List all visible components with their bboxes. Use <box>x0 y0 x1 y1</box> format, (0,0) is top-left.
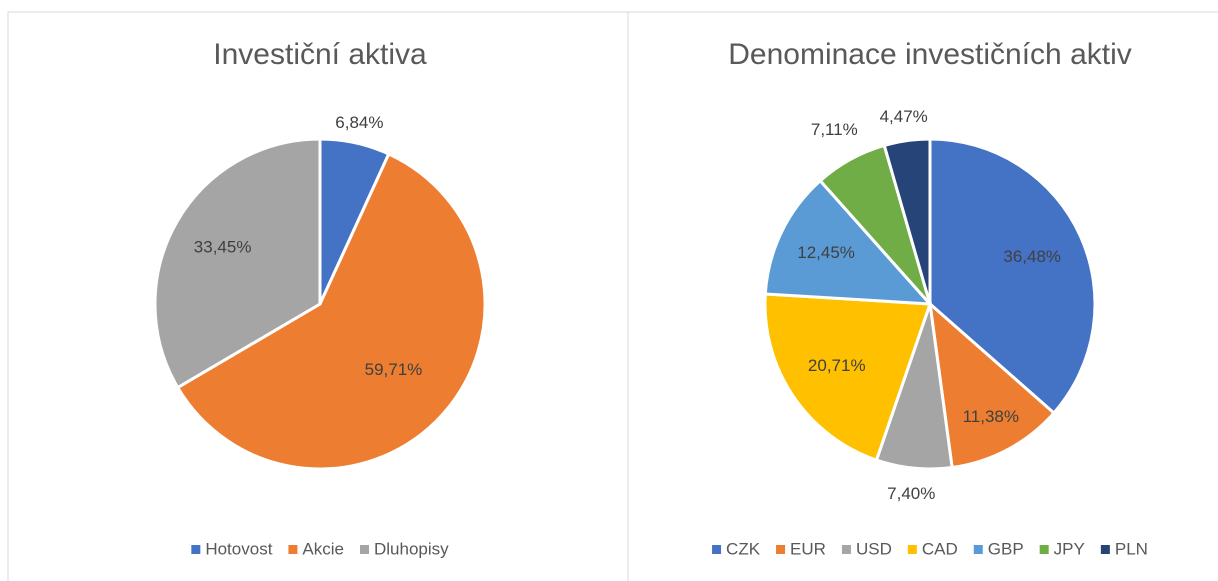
legend-label: JPY <box>1054 539 1085 558</box>
legend-swatch <box>907 545 917 554</box>
pie-slice <box>153 137 322 390</box>
pie-slice <box>882 137 932 305</box>
legend-swatch <box>1039 545 1049 554</box>
legend-label: GBP <box>988 539 1024 558</box>
data-label: 6,84% <box>335 113 383 132</box>
data-label: 4,47% <box>880 107 928 126</box>
pie-slice <box>175 152 487 471</box>
legend-swatch <box>712 545 722 554</box>
legend-swatch <box>360 545 370 554</box>
legend-label: EUR <box>790 539 826 558</box>
legend-swatch <box>191 545 201 554</box>
legend-swatch <box>841 545 851 554</box>
chart-title: Denominace investičních aktiv <box>728 38 1132 71</box>
data-label: 33,45% <box>194 238 252 257</box>
legend-label: CZK <box>726 539 761 558</box>
legend-label: Dluhopisy <box>374 539 449 558</box>
data-label: 12,45% <box>797 243 855 262</box>
legend-swatch <box>1100 545 1110 554</box>
legend-swatch <box>288 545 298 554</box>
legend-label: USD <box>856 539 892 558</box>
data-label: 36,48% <box>1003 247 1061 266</box>
legend-label: Hotovost <box>205 539 272 558</box>
pie-slice <box>763 178 934 306</box>
legend-label: PLN <box>1115 539 1148 558</box>
legend-label: CAD <box>922 539 958 558</box>
panel-right <box>627 11 1218 581</box>
legend-label: Akcie <box>302 539 344 558</box>
pie-slice <box>763 292 933 462</box>
data-label: 11,38% <box>963 407 1019 426</box>
data-label: 7,40% <box>887 484 935 503</box>
pie-slice <box>927 300 1057 470</box>
legend-swatch <box>776 545 786 554</box>
pie-slice <box>928 137 1097 416</box>
chart-title: Investiční aktiva <box>213 38 427 71</box>
data-label: 7,11% <box>811 120 858 139</box>
data-label: 20,71% <box>808 356 866 375</box>
data-label: 59,71% <box>365 360 423 379</box>
legend-swatch <box>973 545 983 554</box>
